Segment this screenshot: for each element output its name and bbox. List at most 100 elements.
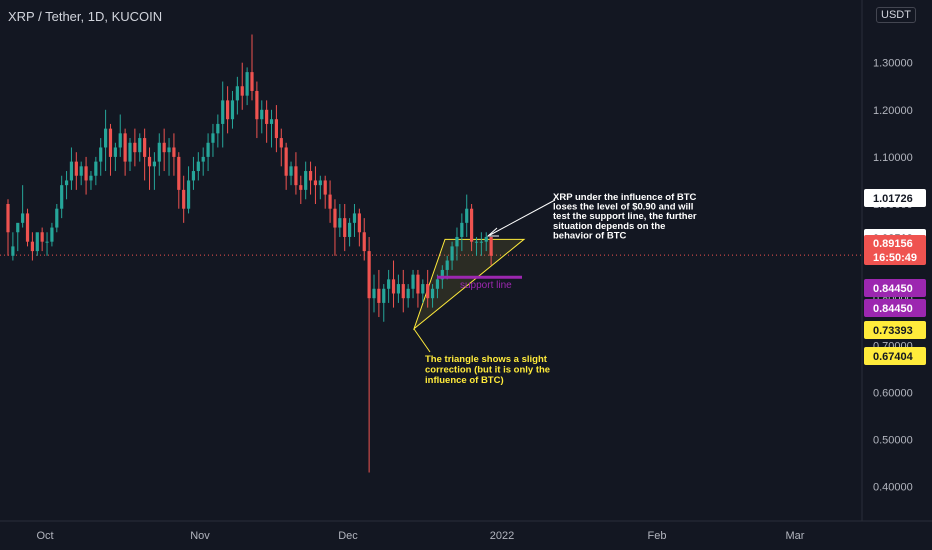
date-tick-label: Oct (36, 530, 53, 542)
candle-body (250, 72, 254, 91)
candle-body (74, 161, 78, 176)
candle-body (279, 138, 283, 148)
candle-body (348, 222, 352, 237)
candle-body (343, 218, 347, 237)
candle-body (387, 279, 391, 289)
candle-body (94, 161, 98, 176)
note-arrow-line (489, 199, 556, 236)
candle-body (265, 109, 269, 124)
triangle-note-line: correction (but it is only the (425, 365, 550, 376)
candle-body (450, 246, 454, 261)
price-badge-value: 1.01726 (873, 193, 913, 205)
btc-note-line: test the support line, the further (553, 211, 697, 222)
chart-title: XRP / Tether, 1D, KUCOIN (8, 9, 163, 24)
candle-body (377, 288, 381, 303)
candle-body (372, 288, 376, 299)
candle-body (133, 142, 137, 153)
candle-body (35, 232, 39, 252)
candle-body (16, 222, 20, 233)
candle-body (294, 166, 298, 186)
candle-body (308, 171, 313, 181)
candle-body (11, 246, 15, 256)
candle-body (138, 138, 142, 153)
candle-body (304, 171, 308, 190)
candle-body (177, 156, 181, 190)
candle-body (245, 72, 249, 96)
btc-note-line: situation depends on the (553, 221, 665, 232)
candle-body (152, 161, 156, 167)
candle-body (221, 100, 225, 124)
candle-body (45, 241, 49, 243)
candle-body (474, 241, 479, 243)
candle-body (435, 279, 440, 289)
candle-body (470, 208, 474, 242)
candle-body (328, 194, 332, 209)
note-arrow-head (486, 227, 499, 237)
candle-body (367, 251, 371, 299)
candle-body (25, 213, 30, 242)
candle-body (255, 90, 259, 120)
price-badge-value: 0.89156 (873, 238, 913, 250)
price-badge (864, 299, 926, 317)
candle-body (55, 208, 59, 228)
triangle-pattern[interactable] (412, 238, 526, 331)
price-badge (864, 279, 926, 297)
candle-body (157, 142, 161, 162)
candle-body (69, 161, 74, 181)
candle-body (147, 156, 152, 167)
price-tick-label: 1.20000 (873, 105, 913, 117)
price-badge-value: 0.73393 (873, 325, 913, 337)
candle-body (143, 138, 147, 157)
candle-body (416, 274, 420, 294)
currency-button[interactable]: USDT (876, 7, 916, 23)
candle-body (323, 180, 327, 195)
candle-body (64, 180, 69, 186)
price-badge (864, 235, 926, 265)
triangle-note-connector (413, 328, 431, 353)
price-badge (864, 189, 926, 207)
candle-body (108, 128, 113, 157)
candle-body (411, 274, 415, 289)
candle-body (426, 284, 430, 299)
candle-body (211, 133, 215, 143)
candle-body (128, 142, 132, 162)
candle-body (357, 213, 361, 233)
candle-body (401, 284, 405, 299)
candle-body (445, 260, 449, 270)
date-tick-label: Mar (786, 530, 805, 542)
price-badge-countdown: 16:50:49 (873, 252, 917, 264)
candle-body (455, 236, 459, 247)
candle-body (421, 284, 425, 294)
candle-body (226, 100, 230, 120)
candle-body (465, 208, 469, 223)
candle-body (206, 142, 210, 157)
candle-body (240, 86, 244, 96)
price-badge-value: 0.84450 (873, 283, 913, 295)
candle-body (235, 86, 239, 101)
candle-body (338, 218, 342, 228)
price-tick-label: 0.50000 (873, 435, 913, 447)
candle-body (50, 227, 54, 242)
candle-body (162, 142, 166, 153)
candle-body (396, 284, 400, 294)
candle-body (230, 100, 235, 120)
candle-body (260, 109, 264, 120)
candle-body (167, 147, 171, 153)
price-badge-value: 0.67404 (873, 351, 914, 363)
candle-body (313, 180, 318, 186)
price-tick-label: 0.40000 (873, 482, 913, 494)
price-badge (864, 321, 926, 339)
candle-body (333, 208, 337, 228)
candle-body (182, 189, 186, 209)
candle-body (113, 147, 117, 157)
candle-body (40, 232, 44, 242)
candle-body (79, 166, 83, 176)
candle-body (21, 213, 25, 223)
candle-body (104, 128, 108, 148)
price-tick-label: 1.10000 (873, 152, 913, 164)
candle-body (196, 161, 200, 172)
support-line-label: support line (460, 280, 512, 291)
price-badge-value: 0.84450 (873, 303, 913, 315)
date-tick-label: Dec (338, 530, 358, 542)
